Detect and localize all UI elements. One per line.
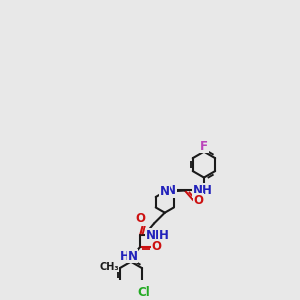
Text: O: O (135, 212, 145, 225)
Text: Cl: Cl (137, 286, 150, 299)
Text: N: N (166, 184, 176, 197)
Text: O: O (194, 194, 203, 207)
Text: NH: NH (193, 184, 212, 197)
Text: H: H (159, 229, 169, 242)
Text: F: F (200, 140, 208, 153)
Text: H: H (120, 250, 130, 263)
Text: N: N (128, 250, 137, 263)
Text: CH₃: CH₃ (99, 262, 119, 272)
Text: O: O (152, 240, 162, 254)
Text: NH: NH (146, 229, 166, 242)
Text: N: N (160, 185, 170, 198)
